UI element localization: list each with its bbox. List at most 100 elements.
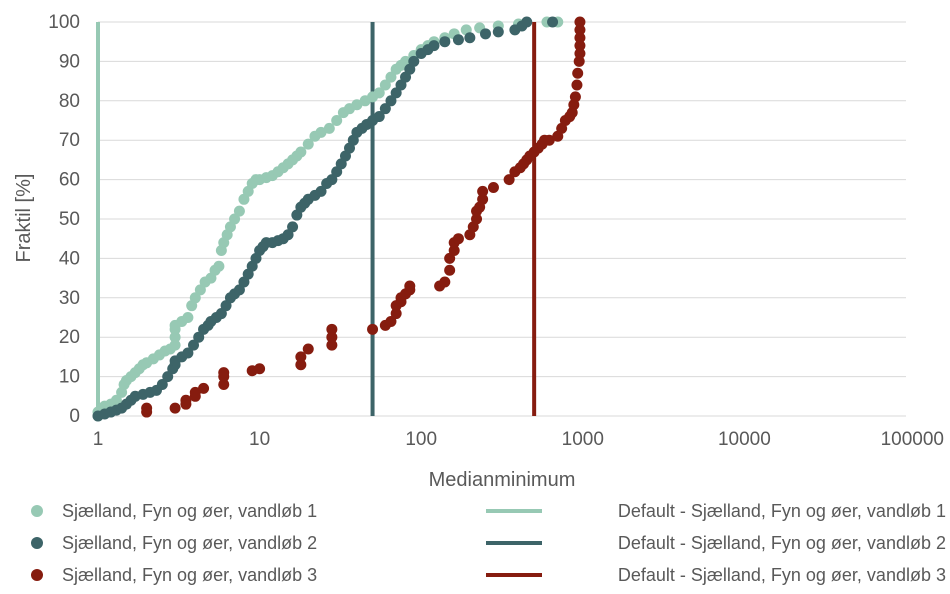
data-point <box>404 280 416 292</box>
x-tick-label: 1 <box>93 429 104 450</box>
data-point <box>315 126 327 138</box>
legend-label: Default - Sjælland, Fyn og øer, vandløb … <box>618 533 946 553</box>
data-point <box>385 95 397 107</box>
y-axis-title: Fraktil [%] <box>13 174 35 263</box>
legend: Sjælland, Fyn og øer, vandløb 1 Sjælland,… <box>31 501 946 585</box>
x-tick-label: 100 <box>405 429 437 450</box>
data-point <box>156 378 168 390</box>
data-point <box>188 339 200 351</box>
data-point <box>373 111 385 123</box>
data-point <box>574 16 586 28</box>
legend-label: Sjælland, Fyn og øer, vandløb 3 <box>62 565 317 585</box>
x-tick-label: 1000 <box>562 429 604 450</box>
data-point <box>302 343 314 355</box>
data-point <box>162 371 174 383</box>
gridlines <box>98 21 906 417</box>
data-point <box>428 40 440 52</box>
data-point <box>452 34 464 46</box>
data-point <box>326 331 338 343</box>
data-point <box>141 402 153 414</box>
data-point <box>180 394 192 406</box>
data-point <box>521 16 533 28</box>
data-point <box>471 213 483 225</box>
data-point <box>574 48 586 60</box>
data-point <box>326 339 338 351</box>
data-point <box>302 138 314 150</box>
data-point <box>439 36 451 48</box>
data-point <box>110 394 122 406</box>
data-point <box>326 323 338 335</box>
y-tick-label: 30 <box>59 288 80 309</box>
data-point <box>569 91 581 103</box>
data-point <box>547 16 559 28</box>
data-point <box>390 87 402 99</box>
data-point <box>477 193 489 205</box>
data-point <box>169 402 181 414</box>
y-tick-label: 80 <box>59 91 80 112</box>
data-point <box>295 351 307 363</box>
data-point <box>390 308 402 320</box>
data-point <box>503 174 515 186</box>
data-point <box>408 55 420 67</box>
legend-label: Default - Sjælland, Fyn og øer, vandløb … <box>618 501 946 521</box>
data-point <box>189 292 201 304</box>
y-tick-label: 40 <box>59 248 80 269</box>
data-point <box>452 233 464 245</box>
data-point <box>448 245 460 257</box>
y-tick-label: 10 <box>59 367 80 388</box>
y-tick-label: 70 <box>59 130 80 151</box>
data-point <box>572 67 584 79</box>
x-tick-label: 100000 <box>881 429 944 450</box>
data-point <box>574 32 586 44</box>
data-point <box>182 347 194 359</box>
data-point <box>323 122 335 134</box>
data-point <box>295 359 307 371</box>
data-point <box>198 382 210 394</box>
data-point <box>218 378 230 390</box>
data-point <box>295 146 307 158</box>
legend-label: Default - Sjælland, Fyn og øer, vandløb … <box>618 565 946 585</box>
data-point <box>169 339 181 351</box>
legend-marker <box>31 505 43 517</box>
data-points <box>92 16 586 422</box>
data-point <box>477 185 489 197</box>
data-point <box>574 40 586 52</box>
data-point <box>331 115 343 126</box>
data-point <box>351 99 363 111</box>
x-axis-title: Medianminimum <box>429 469 576 491</box>
data-point <box>444 264 456 276</box>
data-point <box>480 28 492 40</box>
data-point <box>233 205 245 217</box>
data-point <box>464 32 476 44</box>
data-point <box>385 315 397 327</box>
x-tick-labels: 1 10 100 1000 10000 100000 <box>93 429 944 450</box>
y-tick-label: 20 <box>59 327 80 348</box>
data-point <box>213 260 225 272</box>
data-point <box>379 79 391 91</box>
data-point <box>229 213 241 225</box>
x-tick-label: 10 <box>249 429 270 450</box>
legend-marker <box>31 537 43 549</box>
y-tick-label: 0 <box>69 406 80 427</box>
data-point <box>487 181 499 193</box>
data-point <box>574 24 586 36</box>
data-point <box>193 331 205 343</box>
data-point <box>326 174 338 186</box>
data-point <box>189 386 201 398</box>
data-point <box>543 134 555 146</box>
y-tick-labels: 0 10 20 30 40 50 60 70 80 90 100 <box>48 12 80 427</box>
y-tick-label: 100 <box>48 12 80 33</box>
data-point <box>571 79 583 91</box>
data-point <box>367 323 379 335</box>
y-tick-label: 50 <box>59 209 80 230</box>
legend-label: Sjælland, Fyn og øer, vandløb 1 <box>62 501 317 521</box>
x-tick-label: 10000 <box>718 429 771 450</box>
data-point <box>379 103 391 115</box>
data-point <box>169 331 181 343</box>
data-point <box>218 367 230 379</box>
data-point <box>315 185 327 197</box>
data-point <box>439 276 451 288</box>
data-point <box>492 26 504 38</box>
data-point <box>287 221 299 233</box>
